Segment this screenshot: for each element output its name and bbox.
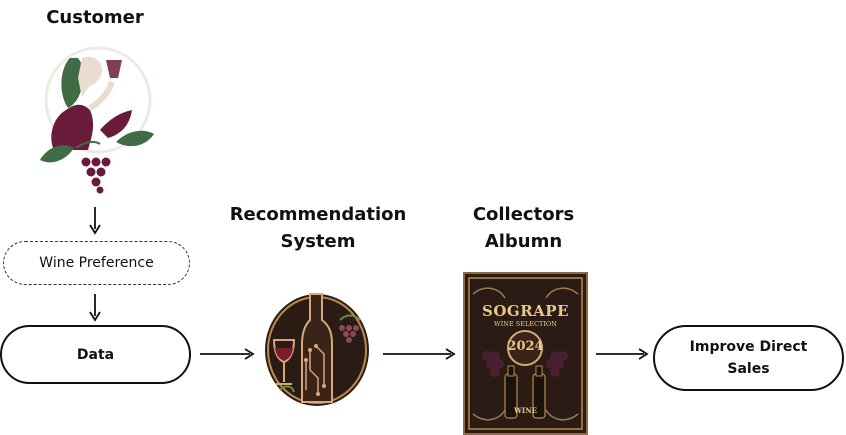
recommendation-heading-line2: System bbox=[280, 231, 356, 252]
data-node: Data bbox=[0, 325, 191, 384]
recommendation-emblem bbox=[262, 290, 372, 410]
cover-label: WINE bbox=[514, 406, 537, 415]
cover-title: SOGRAPE bbox=[481, 302, 570, 320]
wine-bottle-circuit-icon bbox=[265, 293, 369, 406]
arrow-recommendation-to-collectors bbox=[383, 348, 456, 360]
arrow-data-to-recommendation bbox=[200, 348, 255, 360]
improve-direct-sales-node: Improve Direct Sales bbox=[653, 325, 844, 391]
customer-heading: Customer bbox=[20, 4, 170, 31]
wine-preference-label: Wine Preference bbox=[39, 255, 154, 271]
outcome-line2: Sales bbox=[727, 361, 770, 377]
outcome-line1: Improve Direct bbox=[689, 339, 808, 355]
wine-preference-node: Wine Preference bbox=[3, 241, 190, 285]
arrow-customer-to-preference bbox=[89, 207, 101, 235]
collectors-heading-line1: Collectors bbox=[472, 204, 575, 225]
collectors-album-cover: SOGRAPE WINE SELECTION 2024 WINE bbox=[463, 272, 588, 435]
woman-drinking-wine-icon bbox=[40, 46, 154, 194]
recommendation-heading: Recommendation System bbox=[218, 201, 418, 255]
customer-heading-text: Customer bbox=[46, 7, 144, 28]
recommendation-heading-line1: Recommendation bbox=[229, 204, 407, 225]
data-label: Data bbox=[76, 346, 115, 363]
arrow-preference-to-data bbox=[89, 294, 101, 322]
customer-illustration bbox=[30, 38, 160, 198]
collectors-heading-line2: Albumn bbox=[484, 231, 563, 252]
arrow-collectors-to-outcome bbox=[596, 348, 649, 360]
cover-subtitle: WINE SELECTION bbox=[494, 320, 557, 328]
cover-year: 2024 bbox=[507, 339, 544, 354]
collectors-heading: Collectors Albumn bbox=[446, 201, 601, 255]
